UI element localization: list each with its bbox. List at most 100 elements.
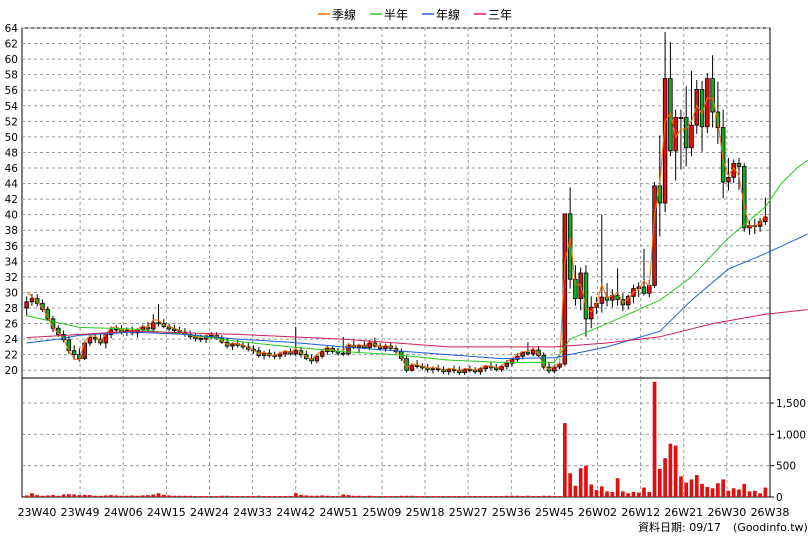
volume-bar (610, 491, 615, 497)
x-tick-label: 24W33 (233, 506, 272, 519)
volume-bar (262, 496, 266, 497)
candle-body (87, 337, 93, 344)
volume-bar (146, 495, 150, 497)
volume-bar (589, 484, 594, 497)
candle-body (71, 350, 77, 356)
candle-body (588, 306, 594, 320)
volume-bar (82, 494, 87, 497)
volume-bar (494, 496, 499, 497)
price-tick-label: 28 (5, 303, 18, 315)
volume-bar (436, 496, 441, 497)
volume-bar (341, 494, 346, 497)
volume-bar (399, 495, 404, 497)
candle-body (515, 355, 520, 360)
candle-body (530, 349, 536, 355)
candle-body (699, 89, 705, 128)
legend-label: 季線 (332, 7, 356, 22)
volume-bar (541, 495, 546, 497)
volume-bar (103, 495, 108, 497)
volume-bar (24, 495, 29, 497)
candle-body (710, 78, 715, 113)
volume-bar (605, 491, 609, 497)
candle-body (683, 117, 689, 149)
x-tick-label: 24W24 (190, 506, 229, 519)
volume-bar (183, 495, 187, 497)
volume-bar (615, 478, 620, 497)
volume-bar (241, 496, 245, 497)
candle-body (340, 352, 346, 355)
volume-tick-label: 500 (776, 461, 796, 473)
volume-bar (283, 496, 288, 497)
footer-date: 資料日期: 09/17 (638, 520, 721, 534)
price-tick-label: 26 (5, 319, 19, 331)
volume-bar (140, 495, 145, 497)
volume-bar (673, 445, 678, 497)
price-tick-label: 44 (5, 179, 19, 191)
volume-bar (362, 496, 367, 497)
volume-bar (204, 496, 208, 497)
price-tick-label: 46 (5, 163, 19, 175)
candle-body (552, 366, 557, 372)
candle-body (583, 272, 589, 320)
candle-body (689, 124, 694, 149)
volume-tick-label: 1,000 (776, 429, 806, 441)
volume-bar (473, 496, 477, 497)
x-tick-label: 25W18 (406, 506, 445, 519)
price-tick-label: 36 (5, 241, 19, 253)
volume-bar (409, 495, 414, 497)
volume-bar (167, 495, 171, 497)
volume-bar (35, 495, 40, 497)
volume-bar (652, 381, 657, 497)
candle-body (346, 344, 351, 355)
price-tick-label: 24 (5, 334, 19, 346)
volume-bar (98, 495, 103, 497)
volume-bar (621, 491, 625, 497)
candle-body (114, 328, 119, 331)
price-tick-label: 52 (5, 116, 18, 128)
volume-bar (626, 493, 631, 497)
volume-bar (272, 496, 277, 497)
price-panel: 20 22 24 26 28 30 32 34 36 38 40 42 44 46 48 50 52 54 56 58… (5, 23, 808, 379)
volume-bar (536, 496, 541, 497)
price-tick-label: 56 (5, 85, 19, 97)
volume-bar (193, 496, 198, 497)
x-tick-label: 26W12 (621, 506, 660, 519)
candle-body (409, 365, 415, 371)
price-tick-label: 34 (5, 256, 19, 268)
volume-bar (520, 496, 525, 497)
volume-bar (483, 496, 488, 497)
volume-bar (151, 494, 156, 497)
volume-bar (647, 491, 652, 497)
volume-bar (351, 495, 356, 497)
volume-bar (161, 494, 166, 497)
price-frame (21, 27, 771, 379)
volume-bar (88, 495, 92, 497)
price-tick-label: 22 (5, 350, 18, 362)
volume-bar (694, 475, 699, 497)
price-tick-label: 60 (5, 54, 18, 66)
candle-body (499, 365, 504, 370)
candle-body (573, 278, 578, 300)
volume-bar (77, 495, 82, 497)
volume-bar (452, 496, 456, 497)
candle-body (156, 322, 161, 325)
volume-bar (763, 487, 768, 497)
volume-bar (446, 496, 451, 497)
volume-bar (705, 486, 710, 497)
volume-bar (109, 495, 113, 497)
volume-panel: 0 500 1,000 1,500 (21, 377, 806, 504)
volume-bar (457, 496, 462, 497)
volume-bar (752, 490, 757, 497)
x-tick-label: 25W36 (492, 506, 531, 519)
volume-bar (742, 483, 747, 497)
volume-bar (346, 495, 351, 497)
price-tick-label: 50 (5, 132, 18, 144)
price-tick-label: 42 (5, 194, 18, 206)
volume-bar (325, 495, 330, 497)
volume-bar (220, 495, 224, 497)
legend-label: 年線 (436, 7, 460, 22)
candle-body (314, 355, 320, 362)
volume-bar (114, 495, 119, 497)
candle-body (34, 298, 40, 304)
volume-bar (135, 495, 140, 497)
